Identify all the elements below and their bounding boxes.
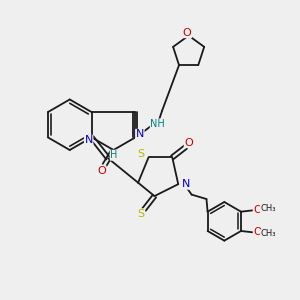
- Text: O: O: [183, 28, 191, 38]
- Text: CH₃: CH₃: [260, 204, 275, 213]
- Text: H: H: [110, 150, 118, 160]
- Text: O: O: [253, 227, 262, 238]
- Text: S: S: [137, 149, 145, 160]
- Text: N: N: [85, 135, 93, 145]
- Text: O: O: [97, 166, 106, 176]
- Text: N: N: [136, 129, 144, 140]
- Text: O: O: [184, 138, 193, 148]
- Text: N: N: [182, 179, 190, 189]
- Text: O: O: [253, 205, 262, 215]
- Text: CH₃: CH₃: [260, 230, 275, 238]
- Text: S: S: [137, 209, 145, 219]
- Text: NH: NH: [150, 119, 165, 129]
